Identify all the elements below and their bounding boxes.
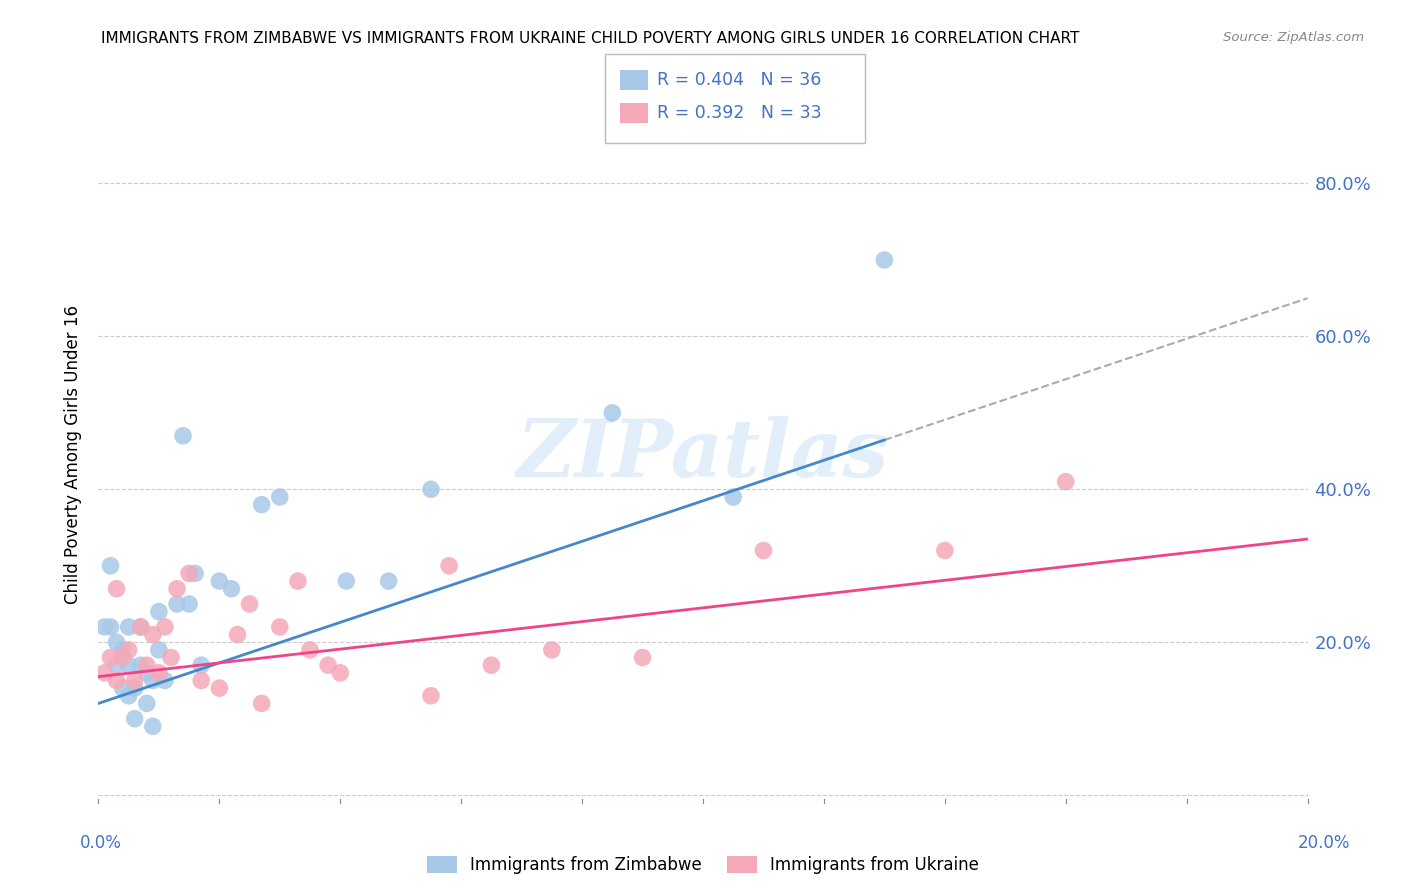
Point — [873, 252, 896, 267]
Point — [124, 712, 146, 726]
Point — [153, 620, 176, 634]
Point — [221, 582, 243, 596]
Point — [934, 543, 956, 558]
Point — [420, 689, 443, 703]
Point — [269, 620, 291, 634]
Text: R = 0.404   N = 36: R = 0.404 N = 36 — [657, 71, 821, 89]
Text: R = 0.392   N = 33: R = 0.392 N = 33 — [657, 104, 821, 122]
Point — [100, 620, 122, 634]
Point — [124, 681, 146, 695]
Point — [179, 566, 201, 581]
Point — [129, 620, 152, 634]
Point — [118, 620, 141, 634]
Point — [329, 665, 352, 680]
Point — [1054, 475, 1077, 489]
Point — [239, 597, 262, 611]
Point — [105, 635, 128, 649]
Point — [148, 605, 170, 619]
Point — [250, 498, 273, 512]
Text: 20.0%: 20.0% — [1298, 834, 1351, 852]
Text: Source: ZipAtlas.com: Source: ZipAtlas.com — [1223, 31, 1364, 45]
Point — [105, 658, 128, 673]
Y-axis label: Child Poverty Among Girls Under 16: Child Poverty Among Girls Under 16 — [65, 305, 83, 605]
Point — [226, 627, 249, 641]
Point — [100, 650, 122, 665]
Point — [105, 673, 128, 688]
Point — [335, 574, 357, 588]
Point — [118, 658, 141, 673]
Point — [105, 582, 128, 596]
Point — [269, 490, 291, 504]
Point — [250, 697, 273, 711]
Point — [118, 689, 141, 703]
Point — [129, 658, 152, 673]
Point — [179, 597, 201, 611]
Point — [142, 673, 165, 688]
Point — [752, 543, 775, 558]
Point — [208, 574, 231, 588]
Point — [299, 643, 322, 657]
Point — [631, 650, 654, 665]
Point — [166, 582, 188, 596]
Point — [208, 681, 231, 695]
Point — [481, 658, 503, 673]
Point — [190, 673, 212, 688]
Point — [316, 658, 339, 673]
Text: 0.0%: 0.0% — [80, 834, 122, 852]
Point — [124, 673, 146, 688]
Point — [166, 597, 188, 611]
Point — [148, 643, 170, 657]
Point — [111, 650, 134, 665]
Point — [437, 558, 460, 573]
Point — [142, 627, 165, 641]
Point — [93, 665, 115, 680]
Point — [135, 665, 157, 680]
Point — [172, 429, 194, 443]
Point — [160, 650, 183, 665]
Point — [142, 719, 165, 733]
Point — [93, 620, 115, 634]
Point — [111, 643, 134, 657]
Legend: Immigrants from Zimbabwe, Immigrants from Ukraine: Immigrants from Zimbabwe, Immigrants fro… — [427, 856, 979, 874]
Point — [723, 490, 745, 504]
Point — [540, 643, 562, 657]
Point — [135, 658, 157, 673]
Point — [100, 558, 122, 573]
Point — [287, 574, 309, 588]
Point — [111, 681, 134, 695]
Point — [190, 658, 212, 673]
Point — [118, 643, 141, 657]
Text: ZIPatlas: ZIPatlas — [517, 417, 889, 493]
Point — [153, 673, 176, 688]
Point — [184, 566, 207, 581]
Point — [377, 574, 399, 588]
Point — [148, 665, 170, 680]
Point — [420, 483, 443, 497]
Point — [135, 697, 157, 711]
Point — [129, 620, 152, 634]
Text: IMMIGRANTS FROM ZIMBABWE VS IMMIGRANTS FROM UKRAINE CHILD POVERTY AMONG GIRLS UN: IMMIGRANTS FROM ZIMBABWE VS IMMIGRANTS F… — [101, 31, 1080, 46]
Point — [602, 406, 624, 420]
